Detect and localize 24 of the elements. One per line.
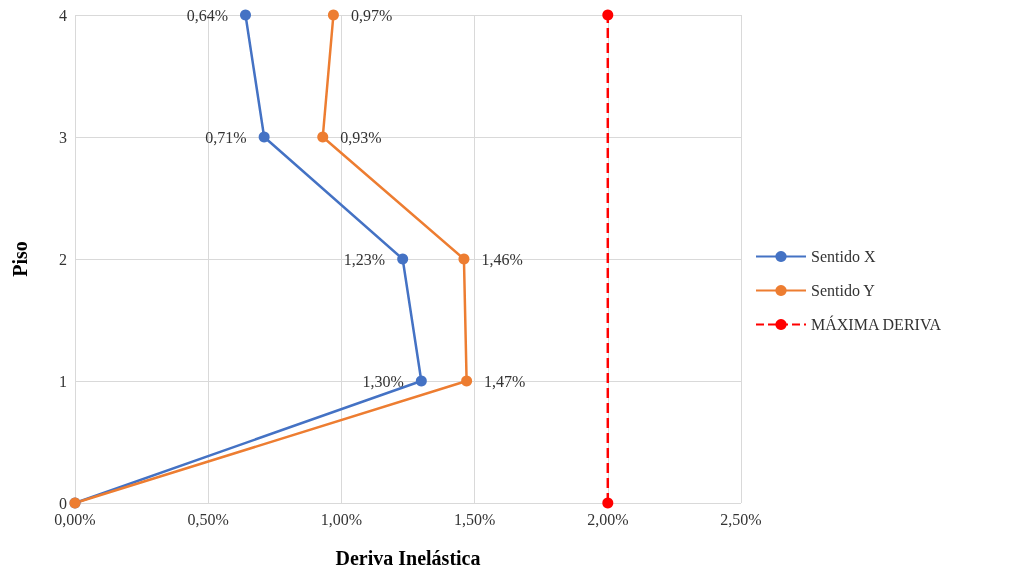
legend-label: Sentido X <box>811 248 876 265</box>
legend-label: Sentido Y <box>811 282 876 299</box>
data-label: 0,71% <box>205 128 247 146</box>
data-label: 1,23% <box>343 250 386 268</box>
y-tick-label: 2 <box>59 250 67 268</box>
x-tick-label: 2,00% <box>587 510 629 528</box>
x-tick-label: 0,00% <box>54 510 96 528</box>
y-axis-title: Piso <box>9 241 31 277</box>
x-axis-title: Deriva Inelástica <box>335 547 481 569</box>
x-tick-label: 1,00% <box>320 510 363 528</box>
y-tick-label: 1 <box>59 372 67 390</box>
x-tick-label: 0,50% <box>187 510 229 528</box>
data-label: 0,64% <box>186 6 228 24</box>
x-tick-label: 1,50% <box>453 510 496 528</box>
x-tick-label: 2,50% <box>720 510 762 528</box>
y-tick-label: 4 <box>59 6 67 24</box>
y-tick-label: 0 <box>59 494 67 512</box>
data-label: 1,47% <box>484 372 526 390</box>
data-label: 1,30% <box>362 372 404 390</box>
data-label: 0,97% <box>350 6 393 24</box>
legend-label: MÁXIMA DERIVA <box>811 315 942 333</box>
data-label: 1,46% <box>481 250 523 268</box>
y-tick-label: 3 <box>59 128 67 146</box>
data-label: 0,93% <box>340 128 382 146</box>
